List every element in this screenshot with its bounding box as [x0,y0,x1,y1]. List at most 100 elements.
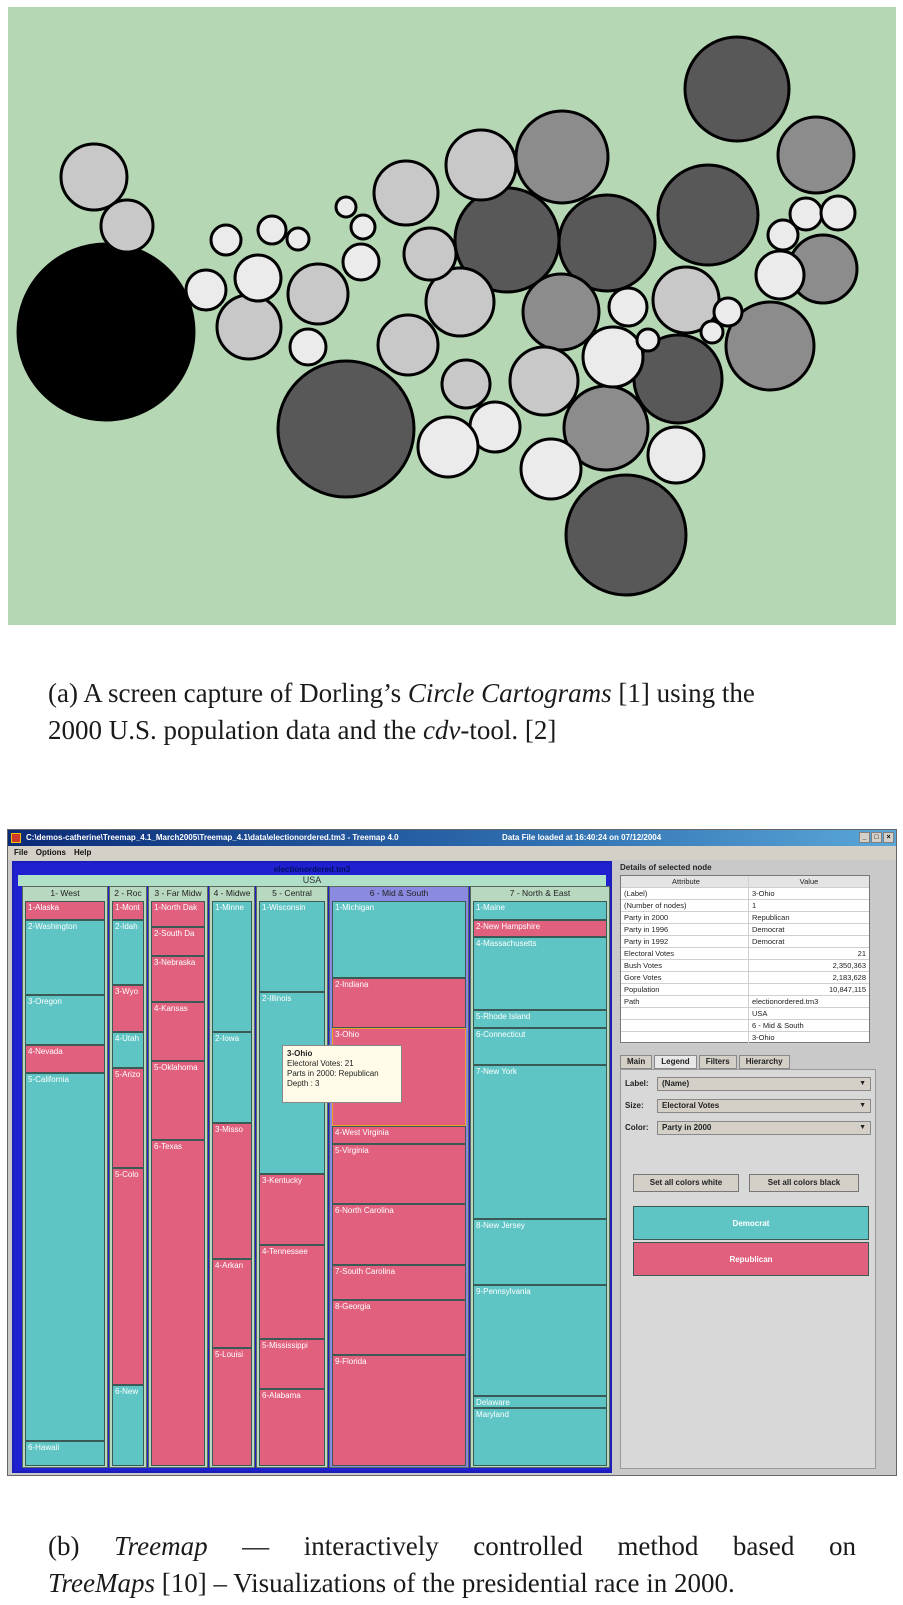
details-value: 10,847,115 [829,985,866,994]
state-cell[interactable]: 1-Minne [212,901,252,1032]
details-row: 6 - Mid & South [621,1020,869,1032]
state-cell[interactable]: 3-Oregon [25,995,105,1046]
details-attribute [621,1020,749,1031]
state-circle [712,296,744,328]
region-column[interactable]: 5 - Central 1-Wisconsin 2-Illinois 3-Kentuc… [256,886,328,1468]
details-attribute: Party in 1996 [621,924,749,935]
state-cell[interactable]: 1-Maine [473,901,607,920]
label-field: Label: (Name) ▼ [625,1076,871,1092]
region-header[interactable]: 6 - Mid & South [369,888,429,898]
state-cell[interactable]: 4-Tennessee [259,1245,325,1340]
details-row: Path electionordered.tm3 [621,996,869,1008]
tab-main[interactable]: Main [620,1055,653,1069]
state-cell[interactable]: 9-Pennsylvania [473,1284,607,1396]
state-cell[interactable]: 3-Misso [212,1122,252,1259]
state-cell[interactable]: 4-Nevada [25,1045,105,1073]
region-header[interactable]: 5 - Central [272,888,312,898]
state-cell[interactable]: 2-Idah [112,919,144,985]
state-cell[interactable]: 5-Oklahoma [151,1061,205,1140]
state-cell[interactable]: 6-North Carolina [332,1204,466,1266]
treemap-usa-label[interactable]: USA [18,875,606,886]
app-icon [11,833,21,843]
state-cell[interactable]: 7-South Carolina [332,1265,466,1300]
region-header[interactable]: 1- West [50,888,80,898]
state-circle [788,196,824,232]
state-cell[interactable]: 3-Wyo [112,984,144,1032]
state-cell[interactable]: 2-South Da [151,927,205,957]
treemap-canvas[interactable]: electionordered.tm3 USA 1- West 1-Alaska 2… [12,861,612,1473]
details-value: 2,183,628 [832,973,866,982]
state-cell[interactable]: 6-New [112,1385,144,1466]
state-cell[interactable]: 2-Indiana [332,978,466,1028]
state-cell[interactable]: 2-Iowa [212,1031,252,1123]
state-cell[interactable]: Maryland [473,1408,607,1466]
details-value: 21 [857,949,866,958]
state-cell[interactable]: 8-New Jersey [473,1219,607,1285]
region-column[interactable]: 7 - North & East 1-Maine 2-New Hampshire 4-… [470,886,610,1468]
state-cell[interactable]: 5-Louisi [212,1347,252,1466]
set-colors-black-button[interactable]: Set all colors black [749,1174,859,1192]
close-icon[interactable]: × [883,832,894,843]
color-select[interactable]: Party in 2000 ▼ [657,1121,871,1135]
state-cell[interactable]: 6-Hawaii [25,1440,105,1466]
state-cell[interactable]: 3-Kentucky [259,1174,325,1246]
state-cell[interactable]: 2-Washington [25,919,105,996]
label-select[interactable]: (Name) ▼ [657,1077,871,1091]
state-cell[interactable]: 2-New Hampshire [473,919,607,937]
state-circle [372,159,440,227]
state-cell[interactable]: 1-Michigan [332,901,466,979]
state-circle [341,242,381,282]
state-cell[interactable]: Delaware [473,1395,607,1409]
state-cell[interactable]: 4-Kansas [151,1002,205,1062]
state-cell[interactable]: 4-Massachusetts [473,936,607,1010]
tab-hierarchy[interactable]: Hierarchy [738,1055,790,1069]
state-cell[interactable]: 5-Virginia [332,1143,466,1205]
state-circle [754,249,806,301]
state-cell[interactable]: 8-Georgia [332,1299,466,1356]
region-header[interactable]: 4 - Midwe [213,888,251,898]
region-column[interactable]: 4 - Midwe 1-Minne 2-Iowa 3-Misso 4-Arkan 5-Lo… [209,886,255,1468]
size-select[interactable]: Electoral Votes ▼ [657,1099,871,1113]
state-cell[interactable]: 1-Wisconsin [259,901,325,993]
minimize-icon[interactable]: _ [859,832,870,843]
state-cell[interactable]: 9-Florida [332,1355,466,1466]
state-cell[interactable]: 6-Texas [151,1139,205,1466]
menu-file[interactable]: File [14,848,28,857]
tab-filters[interactable]: Filters [698,1055,737,1069]
region-header[interactable]: 2 - Roc [114,888,142,898]
state-cell[interactable]: 1-North Dak [151,901,205,928]
region-column[interactable]: 6 - Mid & South 1-Michigan 2-Indiana 3-Ohio… [329,886,469,1468]
maximize-icon[interactable]: □ [871,832,882,843]
legend-swatch-democrat[interactable]: Democrat [633,1206,869,1240]
state-cell[interactable]: 1-Mont [112,901,144,920]
region-header[interactable]: 7 - North & East [509,888,571,898]
state-cell[interactable]: 6-Alabama [259,1388,325,1466]
state-cell[interactable]: 5-Mississippi [259,1339,325,1389]
state-circle [635,327,661,353]
set-colors-white-button[interactable]: Set all colors white [633,1174,739,1192]
state-circle [288,327,328,367]
details-row: (Label) 3-Ohio [621,888,869,900]
region-column[interactable]: 1- West 1-Alaska 2-Washington 3-Oregon 4-Nev… [22,886,108,1468]
state-cell[interactable]: 3-Nebraska [151,956,205,1003]
tab-legend[interactable]: Legend [654,1055,697,1069]
menu-help[interactable]: Help [74,848,92,857]
state-cell[interactable]: 7-New York [473,1065,607,1220]
state-cell[interactable]: 5-Colo [112,1167,144,1386]
legend-swatch-republican[interactable]: Republican [633,1242,869,1276]
state-cell[interactable]: 5-California [25,1072,105,1441]
state-circle [699,319,725,345]
region-column[interactable]: 2 - Roc 1-Mont 2-Idah 3-Wyo 4-Utah 5-Arizo 5-C… [109,886,147,1468]
state-cell[interactable]: 1-Alaska [25,901,105,920]
state-cell[interactable]: 5-Rhode Island [473,1009,607,1028]
region-header[interactable]: 3 - Far Midw [154,888,202,898]
details-attribute: Gore Votes [621,972,749,983]
region-column[interactable]: 3 - Far Midw 1-North Dak 2-South Da 3-Nebra… [148,886,208,1468]
state-cell[interactable]: 5-Arizo [112,1068,144,1168]
state-cell[interactable]: 6-Connecticut [473,1027,607,1066]
state-cell[interactable]: 4-Arkan [212,1258,252,1348]
state-cell[interactable]: 4-Utah [112,1031,144,1069]
details-row: Party in 1992 Democrat [621,936,869,948]
state-cell[interactable]: 4-West Virginia [332,1125,466,1144]
menu-options[interactable]: Options [35,848,66,857]
